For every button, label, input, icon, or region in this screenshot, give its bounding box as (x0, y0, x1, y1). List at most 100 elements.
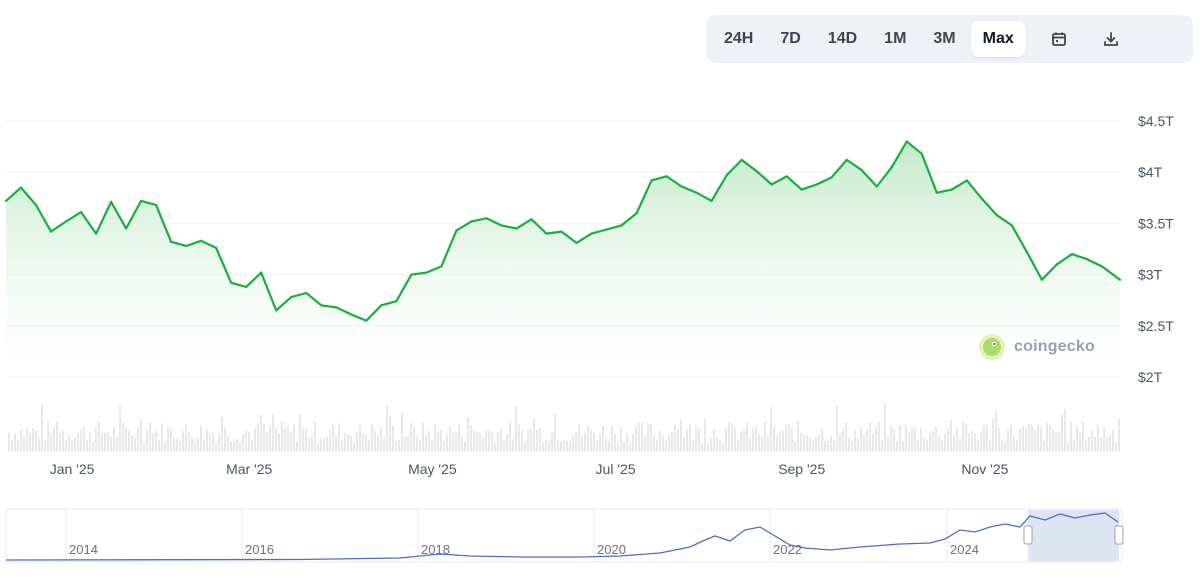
price-point (1040, 278, 1044, 281)
volume-bar (710, 438, 712, 451)
volume-bar (584, 432, 586, 451)
volume-bar (152, 432, 154, 451)
volume-bar (242, 433, 244, 451)
navigator[interactable]: 2014 2016 2018 2020 2022 2024 (5, 508, 1124, 563)
navigator-tick-label: 2016 (245, 542, 274, 557)
price-point (620, 224, 623, 227)
price-point (605, 228, 608, 231)
volume-bar (836, 406, 838, 451)
volume-bar (1007, 430, 1009, 451)
price-point (860, 169, 863, 172)
range-max-button[interactable]: Max (970, 21, 1026, 57)
y-tick-label: $2.5T (1138, 318, 1174, 334)
volume-bar (728, 422, 730, 451)
volume-bar (851, 441, 853, 451)
y-tick-label: $3.5T (1138, 215, 1174, 231)
volume-bar (563, 439, 565, 451)
volume-bar (92, 441, 94, 451)
navigator-right-handle[interactable] (1114, 525, 1124, 545)
volume-bar (434, 424, 436, 451)
volume-bar (593, 432, 595, 451)
volume-bar (272, 413, 274, 451)
volume-bar (284, 428, 286, 451)
volume-bar (191, 436, 193, 451)
volume-bar (1025, 427, 1027, 451)
volume-bar (419, 440, 421, 451)
range-14d-button[interactable]: 14D (827, 30, 858, 47)
volume-bar (1028, 424, 1030, 451)
volume-bar (470, 425, 472, 451)
volume-bar (785, 425, 787, 451)
x-tick-label: May '25 (408, 461, 457, 477)
volume-bar (1094, 436, 1096, 451)
volume-bar (494, 442, 496, 451)
volume-bar (410, 422, 412, 451)
range-24h-button[interactable]: 24H (724, 30, 754, 47)
volume-bar (278, 433, 280, 451)
volume-bar (227, 437, 229, 451)
price-point (470, 220, 473, 223)
volume-bar (770, 406, 772, 451)
volume-bar (554, 413, 556, 451)
volume-bar (797, 421, 799, 451)
volume-bar (1100, 437, 1102, 451)
watermark-text: coingecko (1014, 338, 1095, 355)
navigator-tick-label: 2014 (69, 542, 98, 557)
volume-bar (56, 421, 58, 451)
volume-bar (332, 424, 334, 451)
price-point (1055, 263, 1059, 266)
volume-bar (569, 440, 571, 451)
price-point (140, 199, 143, 202)
volume-bar (290, 431, 292, 451)
volume-bar (302, 428, 304, 451)
volume-bar (599, 433, 601, 451)
price-point (79, 211, 83, 214)
volume-bar (368, 440, 370, 451)
volume-bar (308, 438, 310, 451)
navigator-left-handle[interactable] (1023, 525, 1033, 545)
price-point (875, 185, 878, 188)
volume-bar (305, 428, 307, 451)
volume-bar (281, 421, 283, 451)
volume-bar (875, 427, 877, 451)
range-7d-button[interactable]: 7D (780, 30, 801, 47)
x-tick-label: Nov '25 (961, 461, 1008, 477)
range-3m-button[interactable]: 3M (933, 30, 956, 47)
price-point (455, 229, 458, 232)
volume-bar (689, 424, 691, 451)
price-point (155, 203, 158, 207)
volume-bar (236, 438, 238, 451)
price-point (635, 212, 638, 215)
price-point (485, 217, 488, 220)
volume-bar (23, 436, 25, 451)
volume-bar (476, 432, 478, 451)
volume-bar (656, 439, 658, 451)
navigator-selection[interactable] (1028, 510, 1119, 561)
volume-bar (1073, 440, 1075, 451)
download-icon[interactable] (1089, 21, 1133, 57)
range-1m-button[interactable]: 1M (884, 30, 907, 47)
volume-bar (623, 442, 625, 451)
volume-bar (536, 429, 538, 451)
calendar-icon[interactable] (1037, 21, 1081, 57)
volume-bar (299, 414, 301, 451)
volume-bar (866, 430, 868, 451)
volume-bar (524, 442, 526, 451)
volume-bar (608, 440, 610, 451)
volume-bar (269, 425, 271, 451)
volume-bar (752, 428, 754, 451)
volume-bar (32, 428, 34, 451)
volume-bar (932, 430, 934, 451)
volume-bar (734, 427, 736, 451)
volume-bar (182, 431, 184, 451)
volume-bar (14, 433, 16, 451)
navigator-tick-label: 2022 (773, 542, 802, 557)
volume-bar (38, 439, 40, 451)
volume-bar (20, 430, 22, 451)
volume-bar (41, 404, 43, 451)
price-point (34, 203, 38, 207)
volume-bar (488, 430, 490, 451)
volume-bar (908, 432, 910, 451)
price-point (965, 179, 968, 182)
volume-bar (1085, 440, 1087, 451)
